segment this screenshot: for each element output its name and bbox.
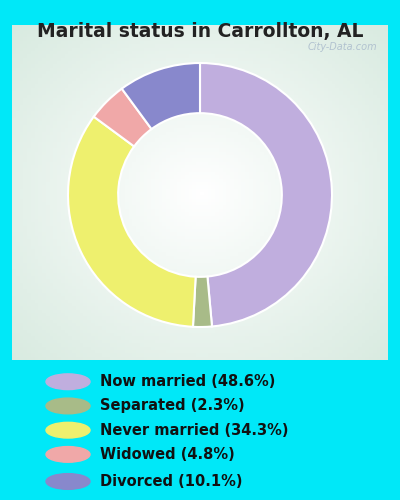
Text: Widowed (4.8%): Widowed (4.8%) [100,447,235,462]
Text: Marital status in Carrollton, AL: Marital status in Carrollton, AL [37,22,363,42]
Text: Never married (34.3%): Never married (34.3%) [100,422,288,438]
Circle shape [46,374,90,390]
Text: Divorced (10.1%): Divorced (10.1%) [100,474,242,489]
Wedge shape [122,63,200,129]
Circle shape [46,446,90,462]
Text: City-Data.com: City-Data.com [307,42,377,51]
Wedge shape [94,88,152,146]
Wedge shape [193,276,212,327]
Circle shape [46,398,90,414]
Text: Separated (2.3%): Separated (2.3%) [100,398,245,413]
Circle shape [46,422,90,438]
Text: Now married (48.6%): Now married (48.6%) [100,374,275,389]
Wedge shape [68,116,196,327]
Wedge shape [200,63,332,326]
Circle shape [46,474,90,490]
